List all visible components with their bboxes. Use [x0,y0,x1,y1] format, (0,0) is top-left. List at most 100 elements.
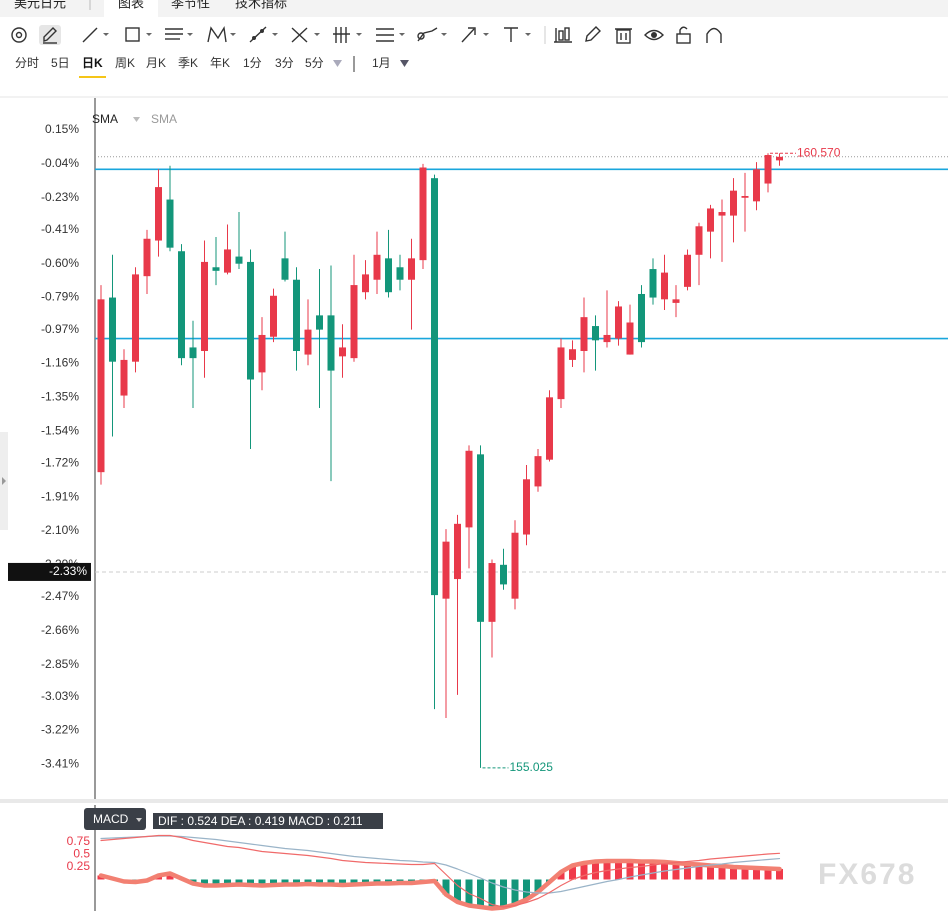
macd-bar [672,863,680,880]
tool-icon[interactable] [644,29,664,41]
macd-bar [465,879,473,906]
indicator-name[interactable]: MACD [93,812,129,826]
macd-bar [534,879,542,892]
dropdown-arrow[interactable] [133,117,140,122]
tool-icon[interactable] [504,27,531,42]
period[interactable]: 周K [115,56,135,70]
macd-bar [649,861,657,880]
tab[interactable]: 季节性 [171,0,210,10]
period[interactable]: 分时 [15,56,39,70]
candle-body [741,195,749,198]
macd-bar [707,865,714,880]
macd-bar [212,879,220,886]
tool-icon[interactable] [417,27,447,42]
macd-bar [224,879,231,885]
tool-icon[interactable] [554,27,572,43]
indicator-box[interactable] [84,808,146,830]
period[interactable]: 1分 [243,56,262,70]
range[interactable]: 1月 [372,56,391,70]
y-tick-label: 0.25 [67,859,91,873]
macd-bar [523,879,530,900]
indicator-label[interactable]: SMA [92,112,118,126]
crosshair-label-bg [8,562,91,581]
candle-body [201,261,208,352]
macd-bar [695,864,703,880]
tool-icon[interactable] [11,27,27,43]
macd-bar [626,861,634,880]
macd-bar [201,879,208,886]
tool-icon[interactable] [676,26,691,44]
y-tick-label: -1.35% [41,390,79,404]
candle-body [212,267,220,271]
macd-bar [592,861,599,880]
dropdown-arrow[interactable] [400,60,409,67]
tool-icon[interactable] [291,27,320,43]
tool-icon[interactable] [207,25,236,43]
tool-icon[interactable] [249,26,278,43]
candle-body [477,454,484,622]
dropdown-arrow[interactable] [136,818,142,822]
tool-icon[interactable] [461,27,489,43]
tool-icon[interactable] [333,27,362,43]
candle-body [753,169,760,202]
tool-icon[interactable] [706,27,722,44]
candle-body [304,329,312,355]
macd-bar [293,879,300,885]
macd-bar [557,872,565,880]
candle-body [718,212,726,216]
macd-bar [316,879,323,885]
tool-icon[interactable] [39,25,61,45]
y-tick-label: -0.04% [41,156,79,170]
watermark: FX678 [818,858,916,891]
candle-body [408,258,415,280]
macd-bar [350,879,358,885]
tool-icon[interactable] [615,28,632,44]
tool-icon[interactable] [165,28,193,40]
tool-icon[interactable] [82,27,109,43]
indicator-label[interactable]: SMA [151,112,177,126]
candle-body [109,297,116,362]
period[interactable]: 5日 [51,56,70,70]
y-tick-label: 0.75 [67,834,91,848]
y-tick-label: -2.85% [41,657,79,671]
min-label: 155.025 [510,760,554,774]
macd-bar [339,879,346,885]
y-tick-label: -1.16% [41,356,79,370]
macd-bar [753,868,760,880]
tab[interactable]: 图表 [118,0,144,10]
candle-body [730,190,737,216]
tab[interactable]: 技术指标 [235,0,287,10]
y-tick-label: -1.72% [41,455,79,469]
candle-body [178,251,185,359]
candle-body [132,274,139,362]
dif-line [100,834,781,908]
period[interactable]: 季K [178,56,198,70]
y-tick-label: -1.91% [41,489,79,503]
candle-body [166,199,174,248]
period-active[interactable]: 日K [82,56,103,70]
active-tab-bg [104,0,158,17]
candle-body [661,272,668,300]
candle-body [626,322,634,355]
macd-bar [247,879,254,885]
period[interactable]: 5分 [305,56,324,70]
candle-body [362,274,369,293]
tool-icon[interactable] [585,26,601,42]
dropdown-arrow[interactable] [333,60,342,67]
macd-bar [454,879,461,902]
active-underline [79,76,106,78]
macd-bar [638,861,645,880]
candle-body [281,258,289,280]
period[interactable]: 月K [146,56,166,70]
candle-body [511,532,519,599]
period[interactable]: 3分 [275,56,294,70]
period[interactable]: 年K [210,56,230,70]
candle-body [350,285,358,359]
macd-bar [730,867,737,880]
candle-body [189,347,197,359]
candle-body [270,295,277,337]
tool-icon[interactable] [376,28,405,42]
tool-icon[interactable] [125,27,152,42]
candle-body [546,397,553,460]
